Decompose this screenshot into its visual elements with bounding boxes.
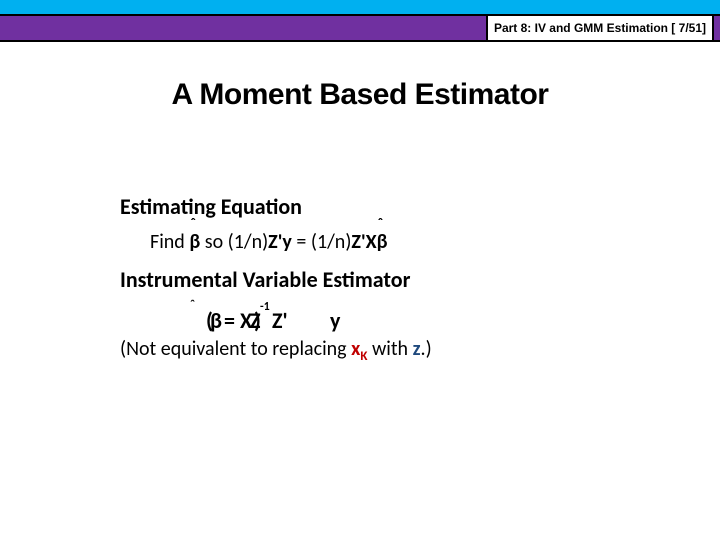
equation-line-1: Find ˆβ so (1/n)Z'y = (1/n)Z'Xˆβ (120, 227, 620, 257)
beta-hat-1: ˆβ (189, 227, 200, 257)
zy-term: Z'y (268, 230, 292, 254)
breadcrumb: Part 8: IV and GMM Estimation [ 7/51] (486, 14, 714, 42)
breadcrumb-text: Part 8: IV and GMM Estimation [ 7/51] (494, 21, 706, 35)
xk-term: xK (351, 337, 367, 361)
slide-body: Estimating Equation Find ˆβ so (1/n)Z'y … (120, 190, 620, 367)
y-glyph: y (330, 304, 340, 337)
paren-open: ( (206, 304, 213, 337)
header-banner: Part 8: IV and GMM Estimation [ 7/51] (0, 0, 720, 48)
note-post: .) (421, 337, 432, 361)
zx-term: Z'X (351, 230, 376, 254)
superscript-neg1: -1 (260, 298, 270, 316)
x-glyph: x (351, 337, 360, 361)
section-heading-2: Instrumental Variable Estimator (120, 263, 620, 296)
note-pre: (Not equivalent to replacing (120, 337, 351, 361)
text-so: so (1/n) (200, 230, 268, 254)
formula-fragments: ˆ β ( = X Z ) -1 Z' y (210, 304, 450, 334)
beta-hat-2: ˆβ (377, 227, 388, 257)
note-mid: with (367, 337, 412, 361)
iv-formula: ˆ β ( = X Z ) -1 Z' y (120, 300, 620, 334)
hat-glyph: ˆ (378, 217, 384, 231)
page-title: A Moment Based Estimator (0, 78, 720, 112)
hat-glyph: ˆ (190, 296, 195, 316)
equals-glyph: = (224, 304, 235, 337)
z-term: z (413, 337, 421, 361)
z-prime-glyph: Z' (272, 304, 288, 337)
footnote-line: (Not equivalent to replacing xK with z.) (120, 334, 620, 367)
beta-glyph: β (377, 230, 388, 254)
beta-glyph: β (189, 230, 200, 254)
text-eq: = (1/n) (292, 230, 352, 254)
text-find: Find (150, 230, 189, 254)
hat-glyph: ˆ (190, 217, 196, 231)
